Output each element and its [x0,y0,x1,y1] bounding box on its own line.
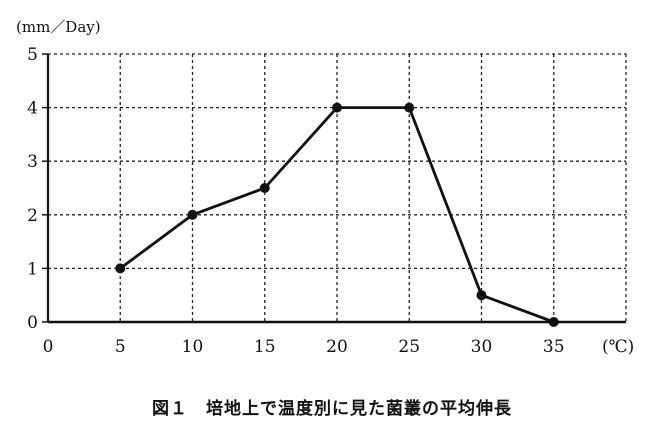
axes [42,53,626,324]
figure-caption: 図１ 培地上で温度別に見た菌叢の平均伸長 [152,399,512,419]
x-tick-label-25: 25 [398,337,420,357]
x-tick-label-20: 20 [326,337,348,357]
x-tick-label-0: 0 [43,337,54,357]
y-axis-unit-label: (mm／Day) [16,18,101,36]
data-point-25 [404,102,415,113]
x-tick-label-5: 5 [115,337,126,357]
data-point-30 [476,290,487,301]
x-axis-unit-label: (℃) [602,337,634,357]
y-tick-labels: 0 1 2 3 4 5 [27,45,38,333]
y-tick-label-2: 2 [27,206,38,226]
y-tick-label-1: 1 [27,259,38,279]
x-tick-label-10: 10 [182,337,204,357]
data-point-10 [187,209,198,220]
y-tick-label-4: 4 [27,99,38,119]
x-tick-labels: 0 5 10 15 20 25 30 35 [43,337,565,357]
x-tick-label-15: 15 [254,337,276,357]
y-tick-label-3: 3 [27,152,38,172]
data-point-15 [259,183,270,193]
x-tick-label-30: 30 [471,337,493,357]
y-tick-label-5: 5 [27,45,38,65]
data-point-35 [548,317,559,327]
x-tick-label-35: 35 [543,337,565,357]
y-tick-label-0: 0 [27,313,38,333]
data-series [115,102,559,327]
data-point-20 [332,102,342,113]
data-point-5 [115,263,126,274]
grid [48,53,627,322]
